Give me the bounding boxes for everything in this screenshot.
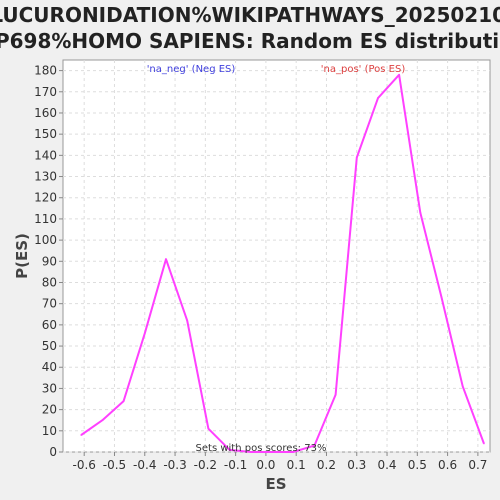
x-tick-label: -0.6 — [72, 458, 95, 472]
y-tick-label: 90 — [42, 254, 57, 268]
y-tick-label: 30 — [42, 381, 57, 395]
data-point — [80, 434, 82, 436]
data-point — [355, 156, 358, 159]
data-point — [398, 74, 400, 76]
y-tick-label: 0 — [49, 445, 57, 459]
y-tick-label: 40 — [42, 360, 57, 374]
y-tick-label: 140 — [34, 148, 57, 162]
data-point — [271, 451, 273, 453]
annotation-pos-score-pct: Sets with pos scores: 73% — [196, 443, 327, 454]
data-point — [101, 419, 104, 422]
y-tick-label: 20 — [42, 403, 57, 417]
data-point — [419, 211, 422, 214]
x-tick-label: 0.6 — [438, 458, 457, 472]
x-tick-label: 0.4 — [377, 458, 396, 472]
y-tick-label: 60 — [42, 318, 57, 332]
data-point — [334, 393, 337, 396]
x-tick-label: 0.2 — [317, 458, 336, 472]
x-tick-label: 0.3 — [347, 458, 366, 472]
data-point — [292, 451, 294, 453]
axis-ticks: 0 10 20 30 40 50 60 70 80 90 100 110 120 130 140 150 160… — [34, 64, 487, 472]
data-point — [313, 444, 316, 447]
x-tick-label: -0.5 — [103, 458, 126, 472]
x-tick-label: 0.7 — [468, 458, 487, 472]
data-point — [228, 449, 231, 451]
y-tick-label: 70 — [42, 297, 57, 311]
data-point — [249, 451, 252, 453]
x-axis-label: ES — [265, 475, 286, 493]
data-point — [377, 97, 379, 99]
x-tick-label: -0.4 — [133, 458, 156, 472]
y-tick-label: 130 — [34, 170, 57, 184]
x-tick-label: -0.2 — [194, 458, 217, 472]
data-point — [461, 385, 464, 388]
x-tick-label: -0.3 — [163, 458, 186, 472]
x-tick-label: -0.1 — [224, 458, 247, 472]
y-tick-label: 100 — [34, 233, 57, 247]
y-tick-label: 170 — [34, 85, 57, 99]
annotation-neg-es: 'na_neg' (Neg ES) — [147, 64, 236, 75]
data-point — [186, 319, 188, 322]
chart-title-line-2: WP698%HOMO SAPIENS: Random ES distributi… — [0, 29, 500, 53]
data-point — [207, 427, 210, 430]
plot-area — [62, 59, 491, 453]
data-point — [143, 332, 146, 335]
y-tick-label: 180 — [34, 64, 57, 78]
y-tick-label: 120 — [34, 191, 57, 205]
y-tick-label: 50 — [42, 339, 57, 353]
y-tick-label: 80 — [42, 275, 57, 289]
y-tick-label: 150 — [34, 127, 57, 141]
y-tick-label: 10 — [42, 424, 57, 438]
data-point — [165, 258, 167, 260]
series-layer — [80, 73, 485, 453]
y-axis-label: P(ES) — [13, 233, 31, 279]
data-point — [122, 400, 125, 402]
x-tick-label: 0.0 — [256, 458, 275, 472]
y-tick-label: 110 — [34, 212, 57, 226]
series-line — [80, 73, 485, 453]
x-tick-label: 0.1 — [287, 458, 306, 472]
annotation-pos-es: 'na_pos' (Pos ES) — [321, 64, 406, 75]
data-point — [440, 296, 443, 299]
y-tick-label: 160 — [34, 106, 57, 120]
chart-title-line-1: GLUCURONIDATION%WIKIPATHWAYS_20250210% — [0, 3, 500, 27]
grid-lines — [63, 60, 490, 453]
data-point — [483, 442, 485, 445]
x-tick-label: 0.5 — [408, 458, 427, 472]
